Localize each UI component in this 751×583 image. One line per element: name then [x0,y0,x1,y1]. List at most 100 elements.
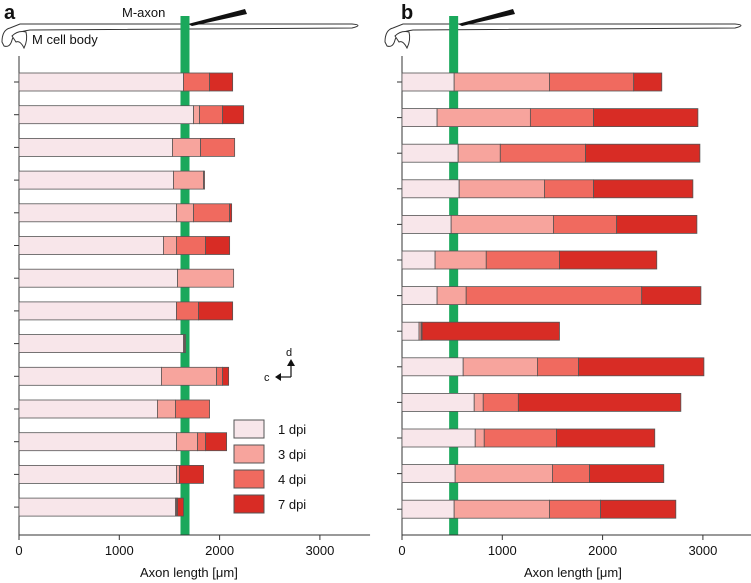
legend-label-1dpi: 1 dpi [278,422,306,437]
bar-segment-7-dpi [593,108,699,127]
bar-segment-3-dpi [161,366,217,386]
legend-label-7dpi: 7 dpi [278,497,306,512]
bar-segment-4-dpi [184,334,186,354]
bar-segment-7-dpi [585,143,701,163]
x-tick-label: 1000 [105,543,134,558]
bar-segment-1-dpi [18,137,173,157]
bar-segment-1-dpi [401,357,464,377]
bar-segment-4-dpi [175,399,210,419]
bar-segment-4-dpi [216,366,224,386]
bar-segment-3-dpi [176,432,198,452]
bar-segment-1-dpi [18,170,174,190]
legend: 1 dpi 3 dpi 4 dpi 7 dpi [233,419,306,514]
bar-segment-3-dpi [176,464,180,484]
panel-a-xlabel: Axon length [μm] [140,565,238,580]
bar-segment-7-dpi [559,250,658,270]
cell-body-b [394,31,411,50]
bar-segment-7-dpi [205,432,228,452]
compass-up-label: d [286,347,292,359]
bar-segment-7-dpi [600,499,677,519]
bar-segment-1-dpi [18,464,177,484]
bar-segment-1-dpi [401,108,438,127]
bar-segment-1-dpi [18,301,177,321]
bar-segment-7-dpi [556,428,656,448]
bar-segment-4-dpi [544,179,594,199]
legend-swatch-3dpi [233,444,265,464]
bar-segment-1-dpi [18,334,184,354]
legend-swatch-1dpi [233,419,265,439]
bar-segment-4-dpi [482,392,519,412]
bar-segment-7-dpi [205,236,231,255]
bar-segment-1-dpi [18,236,164,255]
x-tick-label: 0 [15,543,22,558]
bar-segment-3-dpi [453,499,550,519]
electrode-a [188,9,247,26]
m-cell-body-label: M cell body [32,32,98,47]
bar-segment-3-dpi [177,268,235,288]
bar-segment-7-dpi [177,497,184,517]
m-axon-label: M-axon [122,5,165,20]
bar-segment-1-dpi [401,286,438,306]
bar-segment-1-dpi [401,214,452,234]
bar-segment-1-dpi [18,399,158,419]
legend-swatch-7dpi [233,494,265,514]
bar-segment-1-dpi [18,72,184,92]
bar-segment-3-dpi [172,137,201,157]
bar-segment-4-dpi [549,499,601,519]
bar-segment-4-dpi [499,143,586,163]
electrode-b [458,9,515,26]
compass-left-label: c [264,372,270,384]
bar-segment-4-dpi [200,137,236,157]
bar-segment-4-dpi [176,301,199,321]
bar-segment-3-dpi [434,250,487,270]
bar-segment-1-dpi [401,428,476,448]
legend-label-3dpi: 3 dpi [278,447,306,462]
bar-segment-4-dpi [529,108,594,127]
bar-segment-1-dpi [18,105,194,125]
bar-segment-7-dpi [209,72,234,92]
bar-segment-1-dpi [401,72,455,92]
bar-segment-4-dpi [483,428,557,448]
bar-segment-1-dpi [401,321,420,341]
bar-segment-4-dpi [552,464,590,484]
bar-segment-7-dpi [179,464,204,484]
bar-segment-7-dpi [633,72,663,92]
bar-segment-1-dpi [18,203,177,223]
bar-segment-3-dpi [436,286,467,306]
bar-segment-4-dpi [553,214,618,234]
bar-segment-7-dpi [229,203,233,223]
bar-segment-3-dpi [453,72,550,92]
compass-left-arrow [275,373,281,381]
bar-segment-7-dpi [222,366,230,386]
bar-segment-4-dpi [199,105,224,125]
bar-segment-7-dpi [578,357,705,377]
panel-a-chart: 0 1000 2000 3000 [14,16,371,558]
x-tick-label: 2000 [588,543,617,558]
bar-segment-4-dpi [197,432,206,452]
bar-segment-1-dpi [18,268,178,288]
axon-outline-b [384,23,742,47]
bar-segment-3-dpi [157,399,176,419]
bar-segment-3-dpi [462,357,538,377]
reference-line [449,16,459,535]
x-tick-label: 3000 [305,543,334,558]
x-tick-label: 1000 [488,543,517,558]
bar-segment-1-dpi [18,366,162,386]
bar-segment-3-dpi [163,236,177,255]
bar-segment-7-dpi [421,321,560,341]
bar-segment-4-dpi [485,250,560,270]
bar-segment-3-dpi [458,179,545,199]
bar-segment-4-dpi [537,357,579,377]
bar-segment-3-dpi [473,392,484,412]
bar-segment-3-dpi [193,105,200,125]
bar-segment-7-dpi [198,301,234,321]
bar-segment-7-dpi [517,392,682,412]
legend-swatch-4dpi [233,469,265,489]
compass-up-arrow [287,359,295,366]
bar-segment-1-dpi [401,392,475,412]
bar-segment-4-dpi [203,170,205,190]
bar-segment-7-dpi [593,179,694,199]
bar-segment-1-dpi [401,464,456,484]
legend-label-4dpi: 4 dpi [278,472,306,487]
